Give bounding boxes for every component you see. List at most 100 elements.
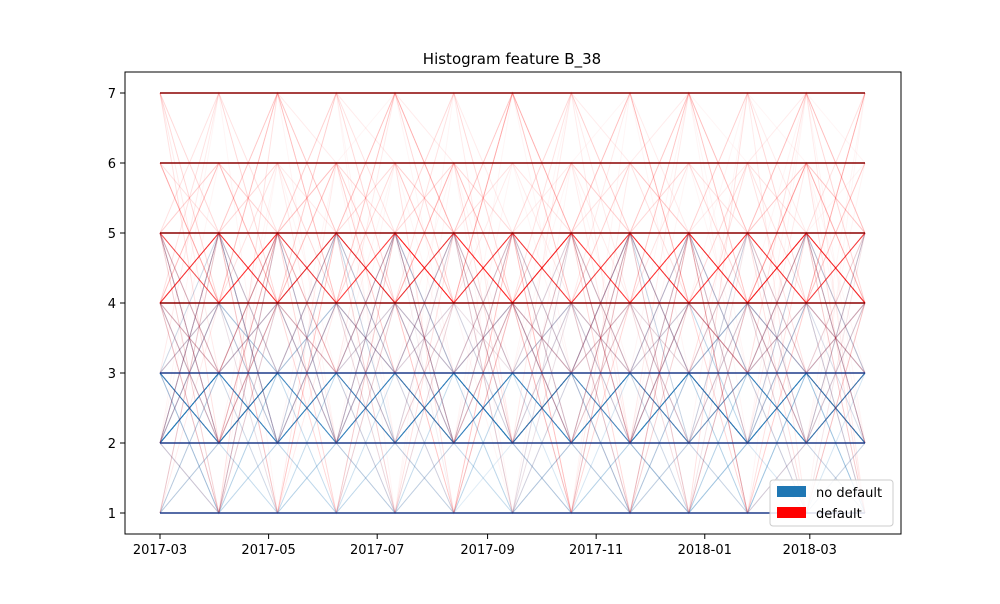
series-line (159, 91, 866, 445)
series-line (159, 161, 866, 514)
series-line (160, 232, 866, 304)
series-line (159, 162, 866, 515)
series-line (159, 231, 866, 445)
series-line (159, 232, 866, 444)
series-line (159, 92, 866, 445)
series-line (160, 91, 865, 305)
series-line (159, 301, 866, 515)
series-line (159, 302, 865, 514)
legend-swatch (777, 486, 806, 497)
series-line (159, 91, 865, 305)
y-tick-label: 4 (108, 297, 116, 312)
series-line (159, 302, 865, 514)
series-line (159, 232, 865, 444)
series-line (159, 232, 866, 444)
x-tick-label: 2017-09 (460, 543, 514, 558)
series-line (159, 162, 865, 374)
series-line (159, 302, 865, 514)
series-line (159, 302, 865, 514)
series-line (159, 302, 866, 514)
series-line (159, 232, 865, 444)
series-line (159, 232, 866, 444)
series-line (159, 231, 866, 444)
series-line (159, 302, 866, 515)
series-line (159, 231, 865, 444)
series-line (159, 301, 865, 515)
series-line (159, 231, 866, 444)
series-line (160, 231, 866, 445)
y-axis: 1 2 3 4 5 6 7 (108, 87, 125, 522)
series-line (159, 161, 866, 514)
series-line (160, 91, 866, 444)
series-line (159, 301, 866, 515)
series-line (160, 301, 865, 515)
series-line (159, 232, 866, 445)
series-line (159, 302, 866, 514)
series-line (159, 302, 865, 515)
series-line (160, 232, 866, 304)
series-line (160, 231, 865, 445)
series-line (159, 231, 865, 445)
series-line (160, 231, 865, 445)
series-line (159, 231, 865, 445)
series-line (159, 231, 865, 445)
series-line (159, 231, 866, 444)
series-line (160, 91, 866, 444)
series-line (159, 232, 866, 304)
series-line (159, 91, 866, 444)
series-line (159, 302, 865, 515)
series-line (159, 232, 866, 444)
series-line (160, 91, 866, 444)
series-line (159, 302, 866, 515)
series-line (159, 92, 866, 304)
series-line (159, 231, 866, 445)
series-line (159, 302, 866, 514)
series-line (159, 302, 866, 514)
x-tick-label: 2017-11 (569, 543, 623, 558)
series-line (160, 92, 866, 304)
series-line (159, 232, 866, 444)
series-line (160, 232, 866, 444)
series-line (160, 301, 866, 515)
series-line (159, 161, 865, 514)
series-line (159, 91, 866, 445)
series-line (159, 161, 865, 514)
series-line (160, 301, 866, 515)
chart-title: Histogram feature B_38 (423, 50, 601, 69)
series-line (159, 91, 866, 444)
series-line (159, 161, 866, 514)
series-line (160, 232, 866, 445)
series-line (160, 232, 866, 444)
series-line (160, 91, 866, 445)
series-line (160, 161, 866, 374)
series-line (159, 231, 866, 445)
series-line (160, 232, 866, 445)
series-line (159, 301, 866, 514)
series-line (159, 92, 866, 445)
series-line (160, 231, 866, 445)
series-line (159, 231, 866, 444)
x-axis: 2017-03 2017-05 2017-07 2017-09 2017-11 2018-… (133, 534, 837, 558)
series-line (160, 231, 866, 445)
series-line (159, 302, 865, 514)
series-line (159, 91, 866, 444)
series-line (159, 231, 865, 445)
series-line (160, 91, 865, 305)
series-line (160, 231, 865, 445)
series-line (159, 91, 865, 444)
series-line (159, 92, 866, 445)
series-line (160, 232, 865, 304)
y-tick-label: 3 (108, 367, 116, 382)
series-line (159, 232, 866, 445)
series-line (160, 91, 866, 445)
series-line (159, 301, 866, 514)
x-tick-label: 2017-07 (350, 543, 404, 558)
series-line (160, 231, 866, 444)
series-line (160, 302, 866, 514)
series-line (159, 161, 865, 515)
y-tick-label: 7 (108, 87, 116, 102)
series-line (159, 91, 865, 445)
series-line (160, 232, 865, 444)
series-line (159, 161, 866, 514)
series-line (159, 91, 866, 445)
